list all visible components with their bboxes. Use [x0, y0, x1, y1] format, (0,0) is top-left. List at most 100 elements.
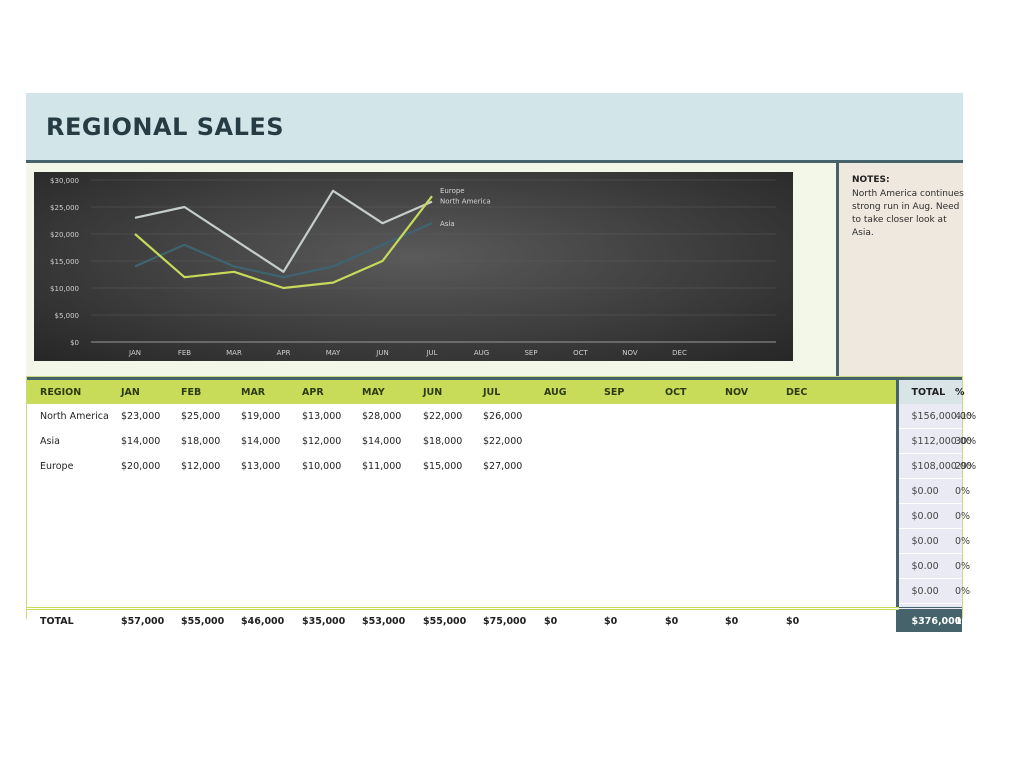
region-cell[interactable]: Asia: [40, 435, 60, 447]
header-apr[interactable]: APR: [295, 377, 355, 404]
row-percent-cell[interactable]: 29%: [942, 453, 976, 479]
month-cell[interactable]: [658, 529, 718, 554]
row-percent-cell[interactable]: 41%: [942, 404, 976, 429]
row-total-cell[interactable]: $0.00: [895, 478, 942, 504]
month-cell[interactable]: $12,000: [302, 435, 342, 447]
month-cell[interactable]: [355, 479, 416, 504]
month-cell[interactable]: [658, 504, 718, 529]
month-cell[interactable]: [174, 579, 234, 604]
month-cell[interactable]: [537, 429, 597, 454]
month-cell[interactable]: [658, 479, 718, 504]
month-cell[interactable]: [779, 454, 817, 479]
month-cell[interactable]: [597, 579, 658, 604]
row-percent-cell[interactable]: 30%: [942, 428, 976, 454]
month-cell[interactable]: [476, 529, 537, 554]
month-cell[interactable]: [295, 504, 355, 529]
month-cell[interactable]: [718, 579, 779, 604]
table-row[interactable]: Asia $14,000 $18,000 $14,000 $12,000 $14,000 $…: [27, 428, 976, 454]
header-dec[interactable]: DEC: [779, 377, 817, 404]
row-percent-cell[interactable]: 0%: [942, 578, 970, 604]
month-cell[interactable]: $23,000: [121, 410, 161, 422]
month-cell[interactable]: [416, 504, 476, 529]
month-cell[interactable]: [597, 554, 658, 579]
table-row[interactable]: $0.00 0%: [27, 578, 970, 604]
month-cell[interactable]: [416, 479, 476, 504]
header-oct[interactable]: OCT: [658, 377, 718, 404]
month-cell[interactable]: [779, 479, 817, 504]
notes-panel[interactable]: NOTES: North America continues strong ru…: [836, 163, 964, 376]
row-total-cell[interactable]: $108,000.00: [895, 453, 972, 479]
month-cell[interactable]: $19,000: [241, 410, 281, 422]
month-cell[interactable]: [779, 579, 817, 604]
month-cell[interactable]: [114, 554, 174, 579]
month-cell[interactable]: [718, 454, 779, 479]
row-percent-cell[interactable]: 0%: [942, 553, 970, 579]
month-cell[interactable]: [295, 529, 355, 554]
month-cell[interactable]: $18,000: [181, 435, 221, 447]
header-may[interactable]: MAY: [355, 377, 416, 404]
month-cell[interactable]: $13,000: [302, 410, 342, 422]
header-nov[interactable]: NOV: [718, 377, 779, 404]
month-cell[interactable]: [718, 554, 779, 579]
month-cell[interactable]: [658, 454, 718, 479]
month-cell[interactable]: [355, 579, 416, 604]
row-total-cell[interactable]: $0.00: [895, 553, 942, 579]
month-cell[interactable]: $22,000: [423, 410, 463, 422]
month-cell[interactable]: [658, 579, 718, 604]
month-cell[interactable]: [658, 554, 718, 579]
month-cell[interactable]: [416, 529, 476, 554]
month-cell[interactable]: $20,000: [121, 460, 161, 472]
header-region[interactable]: REGION: [27, 377, 114, 404]
row-percent-cell[interactable]: 0%: [942, 528, 970, 554]
region-cell[interactable]: [27, 554, 114, 579]
table-row[interactable]: $0.00 0%: [27, 553, 970, 579]
month-cell[interactable]: [476, 554, 537, 579]
month-cell[interactable]: [537, 479, 597, 504]
row-total-cell[interactable]: $0.00: [895, 578, 942, 604]
row-total-cell[interactable]: $0.00: [895, 503, 942, 529]
month-cell[interactable]: [295, 554, 355, 579]
month-cell[interactable]: [779, 429, 817, 454]
month-cell[interactable]: [355, 554, 416, 579]
month-cell[interactable]: [597, 504, 658, 529]
row-percent-cell[interactable]: 0%: [942, 478, 970, 504]
month-cell[interactable]: [114, 529, 174, 554]
month-cell[interactable]: [779, 554, 817, 579]
month-cell[interactable]: [174, 529, 234, 554]
month-cell[interactable]: [537, 579, 597, 604]
table-row[interactable]: $0.00 0%: [27, 478, 970, 504]
month-cell[interactable]: [779, 504, 817, 529]
month-cell[interactable]: $18,000: [423, 435, 463, 447]
month-cell[interactable]: [718, 404, 779, 429]
month-cell[interactable]: [295, 479, 355, 504]
month-cell[interactable]: [718, 429, 779, 454]
month-cell[interactable]: [355, 504, 416, 529]
month-cell[interactable]: [597, 529, 658, 554]
header-jul[interactable]: JUL: [476, 377, 537, 404]
month-cell[interactable]: $22,000: [483, 435, 523, 447]
month-cell[interactable]: [658, 429, 718, 454]
header-percent[interactable]: %: [942, 377, 965, 404]
month-cell[interactable]: [416, 554, 476, 579]
table-row[interactable]: North America $23,000 $25,000 $19,000 $13,00…: [27, 404, 976, 429]
header-jun[interactable]: JUN: [416, 377, 476, 404]
month-cell[interactable]: [718, 479, 779, 504]
month-cell[interactable]: $26,000: [483, 410, 523, 422]
month-cell[interactable]: [234, 529, 295, 554]
region-cell[interactable]: North America: [40, 410, 109, 422]
month-cell[interactable]: [718, 504, 779, 529]
header-total[interactable]: TOTAL: [895, 377, 945, 404]
region-cell[interactable]: Europe: [40, 460, 74, 472]
month-cell[interactable]: [597, 479, 658, 504]
row-percent-cell[interactable]: 0%: [942, 503, 970, 529]
month-cell[interactable]: [658, 404, 718, 429]
month-cell[interactable]: [537, 504, 597, 529]
month-cell[interactable]: [295, 579, 355, 604]
month-cell[interactable]: [597, 404, 658, 429]
month-cell[interactable]: [597, 429, 658, 454]
month-cell[interactable]: $15,000: [423, 460, 463, 472]
month-cell[interactable]: [537, 529, 597, 554]
month-cell[interactable]: [476, 479, 537, 504]
header-feb[interactable]: FEB: [174, 377, 234, 404]
header-sep[interactable]: SEP: [597, 377, 658, 404]
